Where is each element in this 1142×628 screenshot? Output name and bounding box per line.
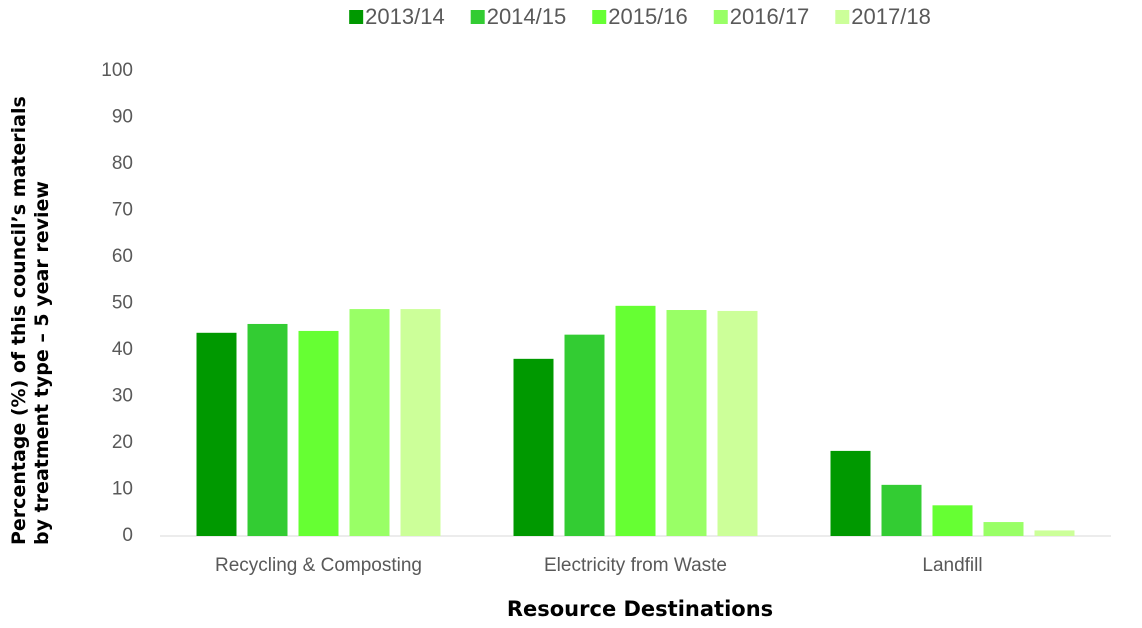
y-tick-label: 10 [112, 479, 133, 500]
bar [564, 334, 605, 536]
legend-label: 2016/17 [730, 4, 810, 29]
bar [298, 330, 339, 536]
bar [196, 332, 237, 536]
bar [400, 309, 441, 536]
y-tick-label: 0 [122, 525, 133, 546]
y-tick-label: 40 [112, 339, 133, 360]
x-axis-title: Resource Destinations [507, 597, 773, 621]
bar [1034, 530, 1075, 536]
x-tick-label: Recycling & Composting [215, 555, 422, 576]
bar [349, 309, 390, 536]
bar [983, 522, 1024, 536]
y-axis-title: Percentage (%) of this council’s materia… [8, 96, 53, 545]
legend-swatch [349, 10, 364, 24]
bar [666, 310, 707, 536]
y-tick-label: 70 [112, 200, 133, 221]
legend-swatch [713, 10, 728, 24]
legend-label: 2015/16 [608, 4, 688, 29]
y-tick-label: 30 [112, 386, 133, 407]
legend-label: 2017/18 [851, 4, 931, 29]
bar [513, 358, 554, 536]
legend-swatch [470, 10, 485, 24]
bar [247, 323, 288, 536]
bar [932, 505, 973, 536]
bar [830, 450, 871, 536]
legend-swatch [835, 10, 850, 24]
y-tick-label: 90 [112, 107, 133, 128]
bar [717, 310, 758, 536]
y-tick-label: 50 [112, 293, 133, 314]
y-tick-label: 20 [112, 432, 133, 453]
y-tick-label: 80 [112, 153, 133, 174]
y-tick-label: 100 [101, 60, 133, 81]
legend-label: 2013/14 [365, 4, 445, 29]
legend-label: 2014/15 [487, 4, 567, 29]
legend-swatch [592, 10, 607, 24]
y-tick-label: 60 [112, 246, 133, 267]
bar [881, 484, 922, 536]
x-tick-label: Electricity from Waste [544, 555, 727, 576]
bar [615, 305, 656, 536]
x-tick-label: Landfill [922, 555, 982, 576]
